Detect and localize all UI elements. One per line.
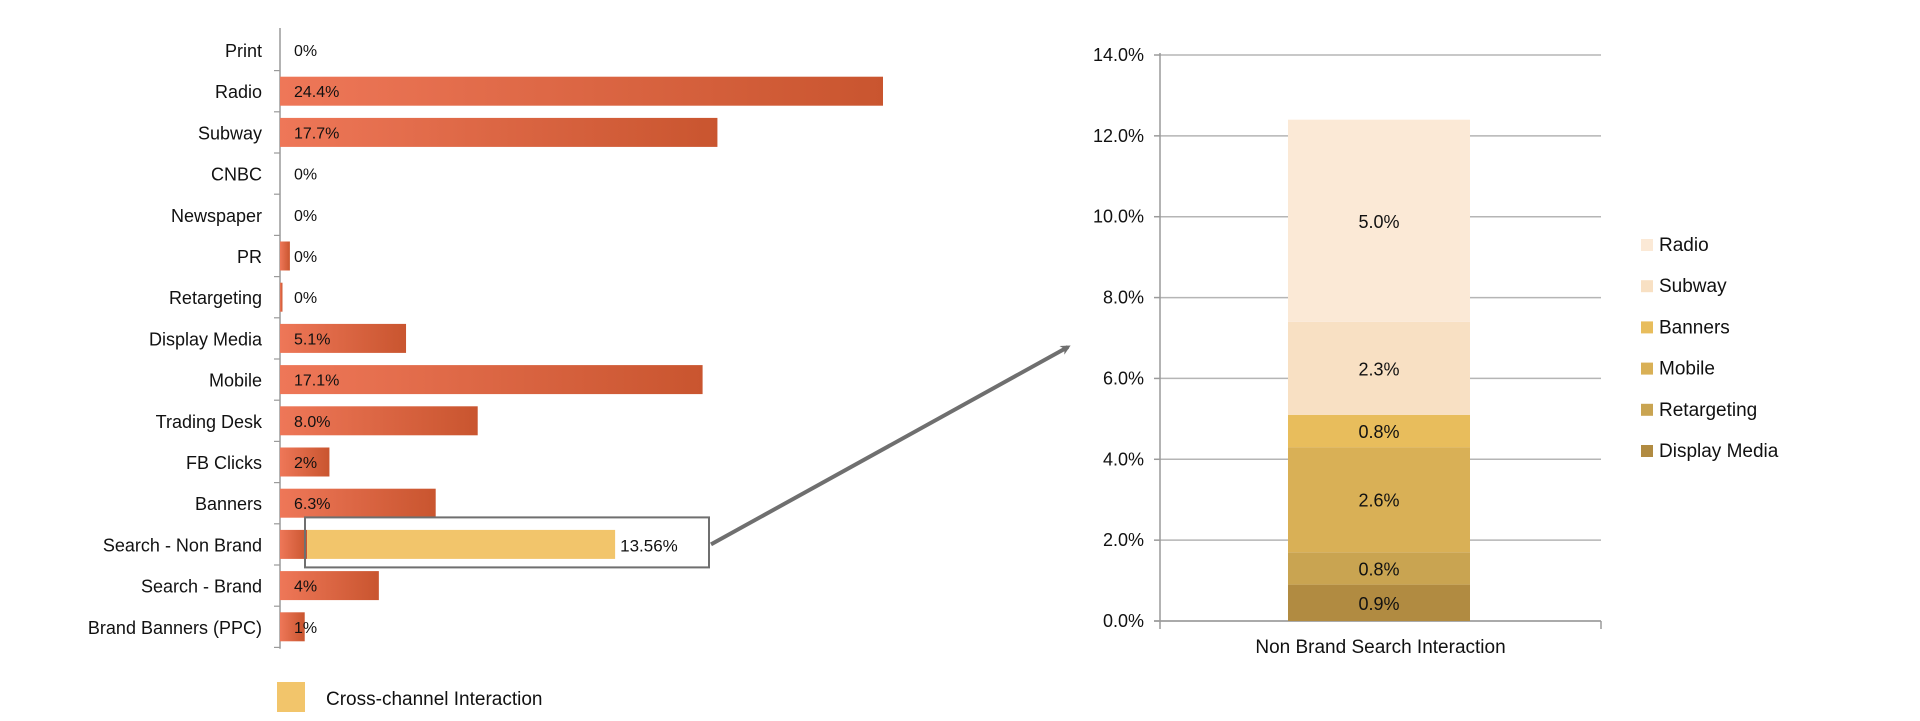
data-label-brand-banners-ppc: 1% [294, 620, 317, 637]
bar-search-non-brand [280, 529, 308, 559]
data-label-search-brand: 4% [294, 579, 317, 596]
bar-search-brand [280, 571, 379, 601]
stack-segment-display-media [1288, 584, 1470, 621]
category-label-pr: PR [237, 247, 262, 267]
y-tick-label: 0.0% [1103, 611, 1144, 631]
channel-bar-chart: Print 0% Radio 24.4% Subway 17.7% CNBC 0% Newspa… [88, 28, 883, 649]
legend-label-radio: Radio [1659, 235, 1709, 256]
legend-swatch-subway [1641, 280, 1653, 293]
bar-pr [280, 241, 290, 271]
y-tick-label: 8.0% [1103, 288, 1144, 308]
data-label-fb-clicks: 2% [294, 455, 317, 472]
data-label-trading-desk: 8.0% [294, 414, 330, 431]
category-label-search-brand: Search - Brand [141, 577, 262, 597]
highlight-callout [304, 345, 1071, 569]
x-category-label: Non Brand Search Interaction [1255, 637, 1505, 658]
legend-label-banners: Banners [1659, 317, 1730, 338]
category-label-cnbc: CNBC [211, 165, 262, 185]
stack-segment-subway [1288, 321, 1470, 415]
stack-label-banners: 0.8% [1358, 422, 1399, 442]
stack-label-subway: 2.3% [1358, 359, 1399, 379]
stack-label-display-media: 0.9% [1358, 594, 1399, 614]
legend-swatch-retargeting [1641, 403, 1653, 416]
data-label-print: 0% [294, 43, 317, 60]
cross-channel-legend-swatch [277, 682, 305, 712]
bar-brand-banners-ppc [280, 612, 305, 642]
bar-radio [280, 76, 883, 106]
stack-segment-retargeting [1288, 552, 1470, 585]
cross-channel-legend-label: Cross-channel Interaction [326, 689, 543, 710]
bar-banners [280, 488, 436, 518]
legend-swatch-radio [1641, 239, 1653, 251]
data-label-subway: 17.7% [294, 125, 339, 142]
category-label-banners: Banners [195, 494, 262, 514]
y-tick-label: 4.0% [1103, 449, 1144, 469]
category-label-newspaper: Newspaper [171, 206, 262, 226]
legend-swatch-banners [1641, 321, 1653, 334]
bar-mobile [280, 365, 703, 395]
data-label-display-media: 5.1% [294, 331, 330, 348]
category-label-fb-clicks: FB Clicks [186, 453, 262, 473]
stacked-bar-chart: 0.0% 2.0% 4.0% 6.0% 8.0% 10.0% 12.0% 14.0% 0.9% 0… [1093, 45, 1779, 658]
stack-segment-banners [1288, 414, 1470, 448]
legend-label-subway: Subway [1659, 276, 1727, 297]
bar-display-media [280, 323, 407, 353]
legend-label-mobile: Mobile [1659, 359, 1715, 380]
category-label-search-non-brand: Search - Non Brand [103, 535, 262, 555]
category-label-radio: Radio [215, 82, 262, 102]
data-label-retargeting: 0% [294, 290, 317, 307]
stack-label-radio: 5.0% [1358, 212, 1399, 232]
stack-segment-radio [1288, 119, 1470, 322]
category-label-subway: Subway [198, 123, 262, 143]
data-label-mobile: 17.1% [294, 373, 339, 390]
y-tick-label: 6.0% [1103, 368, 1144, 388]
category-label-display-media: Display Media [149, 329, 263, 349]
category-label-brand-banners-ppc: Brand Banners (PPC) [88, 618, 262, 638]
legend-label-display-media: Display Media [1659, 441, 1779, 462]
data-label-newspaper: 0% [294, 208, 317, 225]
data-label-radio: 24.4% [294, 84, 339, 101]
callout-arrow [710, 345, 1071, 547]
category-label-retargeting: Retargeting [169, 288, 262, 308]
bottom-legend: Cross-channel Interaction [277, 682, 543, 712]
legend-swatch-mobile [1641, 362, 1653, 375]
bar-trading-desk [280, 406, 478, 436]
category-label-mobile: Mobile [209, 371, 262, 391]
data-label-search-non-brand: 13.56% [620, 536, 678, 555]
data-label-pr: 0% [294, 249, 317, 266]
data-label-banners: 6.3% [294, 496, 330, 513]
y-tick-label: 2.0% [1103, 530, 1144, 550]
stack-label-retargeting: 0.8% [1358, 559, 1399, 579]
bar-retargeting [280, 282, 283, 312]
bar-subway [280, 117, 718, 147]
y-tick-label: 12.0% [1093, 126, 1144, 146]
category-label-print: Print [225, 41, 262, 61]
bar-cross-channel-search-non-brand [307, 529, 616, 559]
data-label-cnbc: 0% [294, 167, 317, 184]
category-label-trading-desk: Trading Desk [156, 412, 263, 432]
legend-swatch-display-media [1641, 445, 1653, 457]
y-tick-label: 10.0% [1093, 207, 1144, 227]
y-tick-label: 14.0% [1093, 45, 1144, 65]
bar-fb-clicks [280, 447, 330, 477]
legend-label-retargeting: Retargeting [1659, 400, 1757, 421]
stack-segment-mobile [1288, 447, 1470, 553]
callout-box [304, 516, 710, 569]
stack-label-mobile: 2.6% [1358, 491, 1399, 511]
